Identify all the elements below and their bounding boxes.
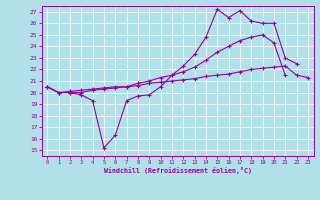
X-axis label: Windchill (Refroidissement éolien,°C): Windchill (Refroidissement éolien,°C)	[104, 167, 252, 174]
